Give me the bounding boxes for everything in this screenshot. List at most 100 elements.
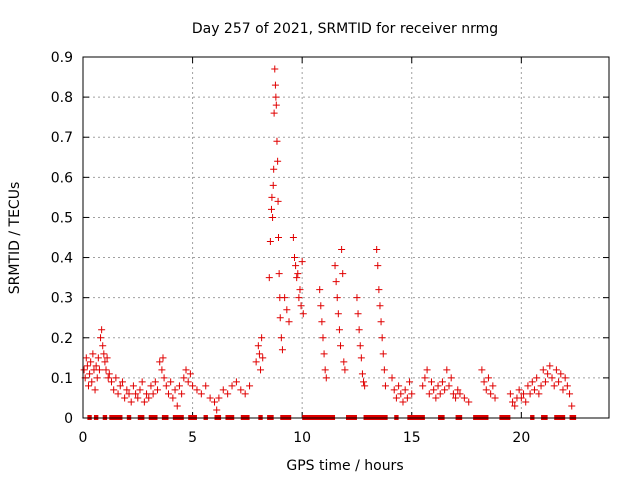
data-point <box>377 318 385 326</box>
data-point <box>285 318 293 326</box>
data-point <box>533 374 541 382</box>
data-point <box>379 350 387 358</box>
data-point <box>392 394 400 402</box>
data-point <box>268 193 276 201</box>
data-point <box>271 81 279 89</box>
chart-title: Day 257 of 2021, SRMTID for receiver nrm… <box>192 21 498 37</box>
data-point <box>522 398 530 406</box>
data-point <box>91 386 99 394</box>
data-point <box>378 334 386 342</box>
data-point <box>103 354 111 362</box>
data-point <box>97 334 105 342</box>
y-tick-label: 0.5 <box>51 210 73 226</box>
data-point <box>425 390 433 398</box>
y-axis-label: SRMTID / TECUs <box>7 182 23 295</box>
data-point <box>123 386 131 394</box>
data-point <box>98 326 106 334</box>
data-point <box>432 394 440 402</box>
x-tick-label: 15 <box>403 430 421 446</box>
x-tick-label: 10 <box>293 430 311 446</box>
data-point <box>241 390 249 398</box>
data-point <box>281 294 289 302</box>
data-point <box>266 238 274 246</box>
data-point <box>373 246 381 254</box>
x-tick-label: 20 <box>512 430 530 446</box>
data-point <box>322 374 330 382</box>
data-point <box>121 394 129 402</box>
data-point <box>101 358 109 366</box>
data-point <box>357 354 365 362</box>
data-point <box>127 398 135 406</box>
x-axis-label: GPS time / hours <box>286 458 403 474</box>
data-point <box>454 386 462 394</box>
data-point <box>555 378 563 386</box>
x-tick-label: 5 <box>188 430 197 446</box>
data-point <box>491 394 499 402</box>
data-point <box>289 234 297 241</box>
data-point <box>270 165 278 173</box>
data-point <box>232 378 240 386</box>
data-point <box>341 366 349 374</box>
data-point <box>118 378 126 386</box>
data-point <box>80 366 88 374</box>
data-point <box>524 382 532 390</box>
data-point <box>297 302 305 310</box>
data-point <box>274 157 282 165</box>
data-point <box>356 342 364 350</box>
data-point <box>509 398 517 406</box>
x-tick-label: 0 <box>79 430 88 446</box>
data-point <box>283 306 291 314</box>
data-point <box>158 366 166 374</box>
data-point <box>99 342 107 350</box>
data-point <box>331 262 339 270</box>
data-point <box>296 286 304 294</box>
data-point <box>423 366 431 374</box>
data-point <box>292 262 300 270</box>
data-point <box>559 386 567 394</box>
data-point <box>552 366 560 374</box>
data-point <box>484 374 492 382</box>
data-point <box>107 378 115 386</box>
data-point <box>539 366 547 374</box>
data-point <box>246 382 254 390</box>
data-point <box>434 382 442 390</box>
data-point <box>548 374 556 382</box>
data-point <box>381 382 389 390</box>
data-point <box>84 382 92 390</box>
data-point <box>167 378 175 386</box>
data-point <box>147 382 155 390</box>
data-point <box>360 378 368 386</box>
data-point <box>110 386 118 394</box>
data-point <box>333 294 341 302</box>
data-point <box>430 386 438 394</box>
data-point <box>419 382 427 390</box>
data-point <box>237 386 245 394</box>
data-point <box>318 318 326 326</box>
data-point <box>489 382 497 390</box>
data-point <box>255 350 263 358</box>
data-point <box>278 346 286 354</box>
data-point <box>270 109 278 117</box>
data-point <box>180 374 188 382</box>
data-point <box>358 370 366 378</box>
data-point <box>436 390 444 398</box>
data-point <box>317 302 325 310</box>
y-tick-label: 0.7 <box>51 130 73 146</box>
data-points <box>80 65 576 414</box>
y-tick-label: 0.2 <box>51 331 73 347</box>
data-point <box>566 390 574 398</box>
y-tick-label: 0.3 <box>51 291 73 307</box>
data-point <box>298 258 306 266</box>
data-point <box>557 370 565 378</box>
data-point <box>275 270 283 278</box>
data-point <box>403 394 411 402</box>
data-point <box>441 386 449 394</box>
data-point <box>145 394 153 402</box>
data-point <box>160 374 168 382</box>
data-point <box>563 382 571 390</box>
data-point <box>104 374 112 382</box>
data-point <box>482 386 490 394</box>
data-point <box>376 302 384 310</box>
data-point <box>335 326 343 334</box>
data-point <box>140 398 148 406</box>
